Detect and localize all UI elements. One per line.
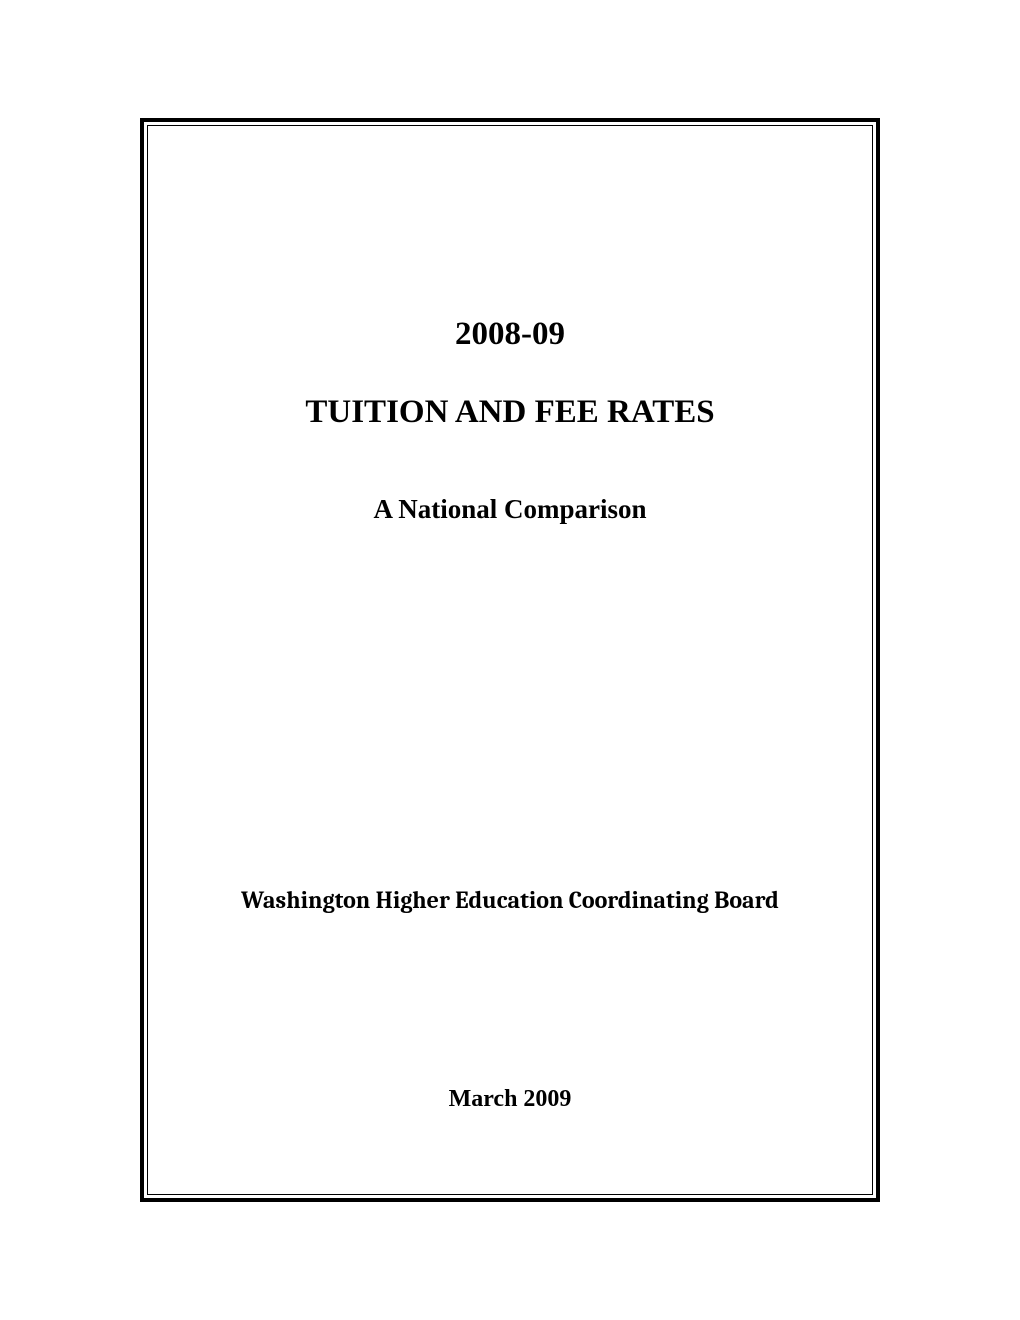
cover-subtitle: A National Comparison [148, 494, 872, 525]
cover-year: 2008-09 [148, 316, 872, 353]
cover-title: TUITION AND FEE RATES [148, 394, 872, 431]
cover-date: March 2009 [148, 1086, 872, 1113]
cover-organization: Washington Higher Education Coordinating… [148, 886, 872, 914]
cover-frame-outer: 2008-09 TUITION AND FEE RATES A National… [140, 118, 880, 1202]
cover-frame-inner: 2008-09 TUITION AND FEE RATES A National… [147, 125, 873, 1195]
document-page: 2008-09 TUITION AND FEE RATES A National… [0, 0, 1020, 1320]
cover-content: 2008-09 TUITION AND FEE RATES A National… [148, 126, 872, 1194]
